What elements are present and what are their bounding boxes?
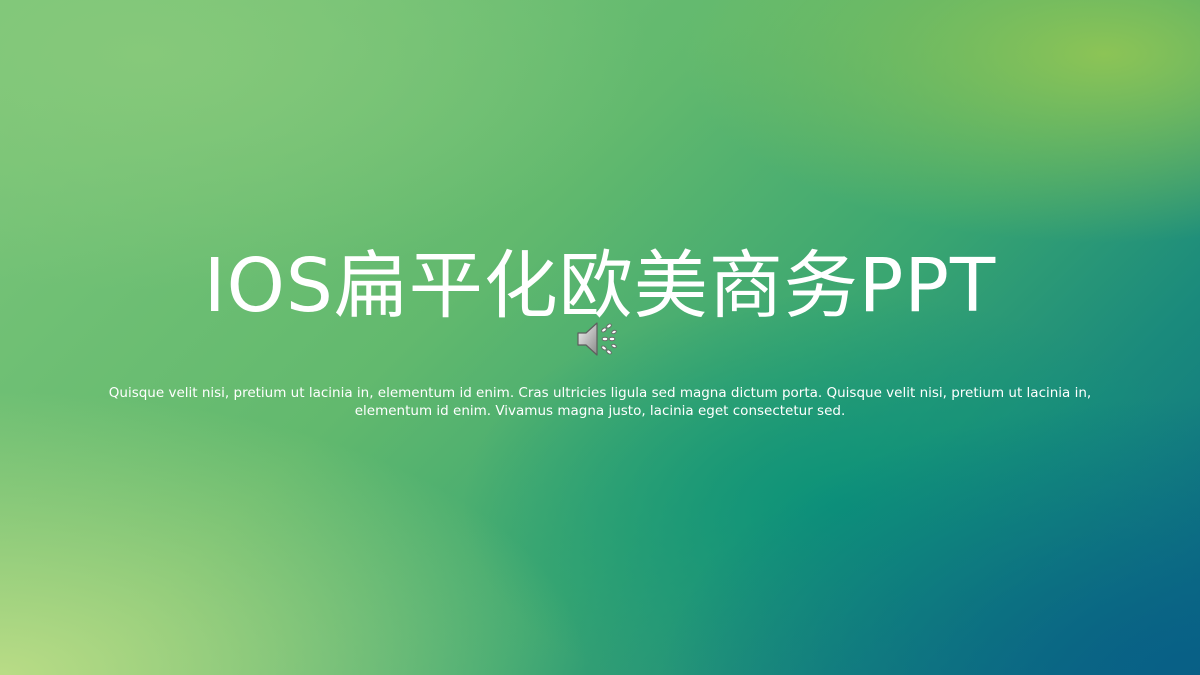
speaker-icon[interactable] <box>575 318 625 360</box>
slide-title: IOS扁平化欧美商务PPT <box>203 243 997 329</box>
slide-subtitle: Quisque velit nisi, pretium ut lacinia i… <box>108 385 1092 419</box>
